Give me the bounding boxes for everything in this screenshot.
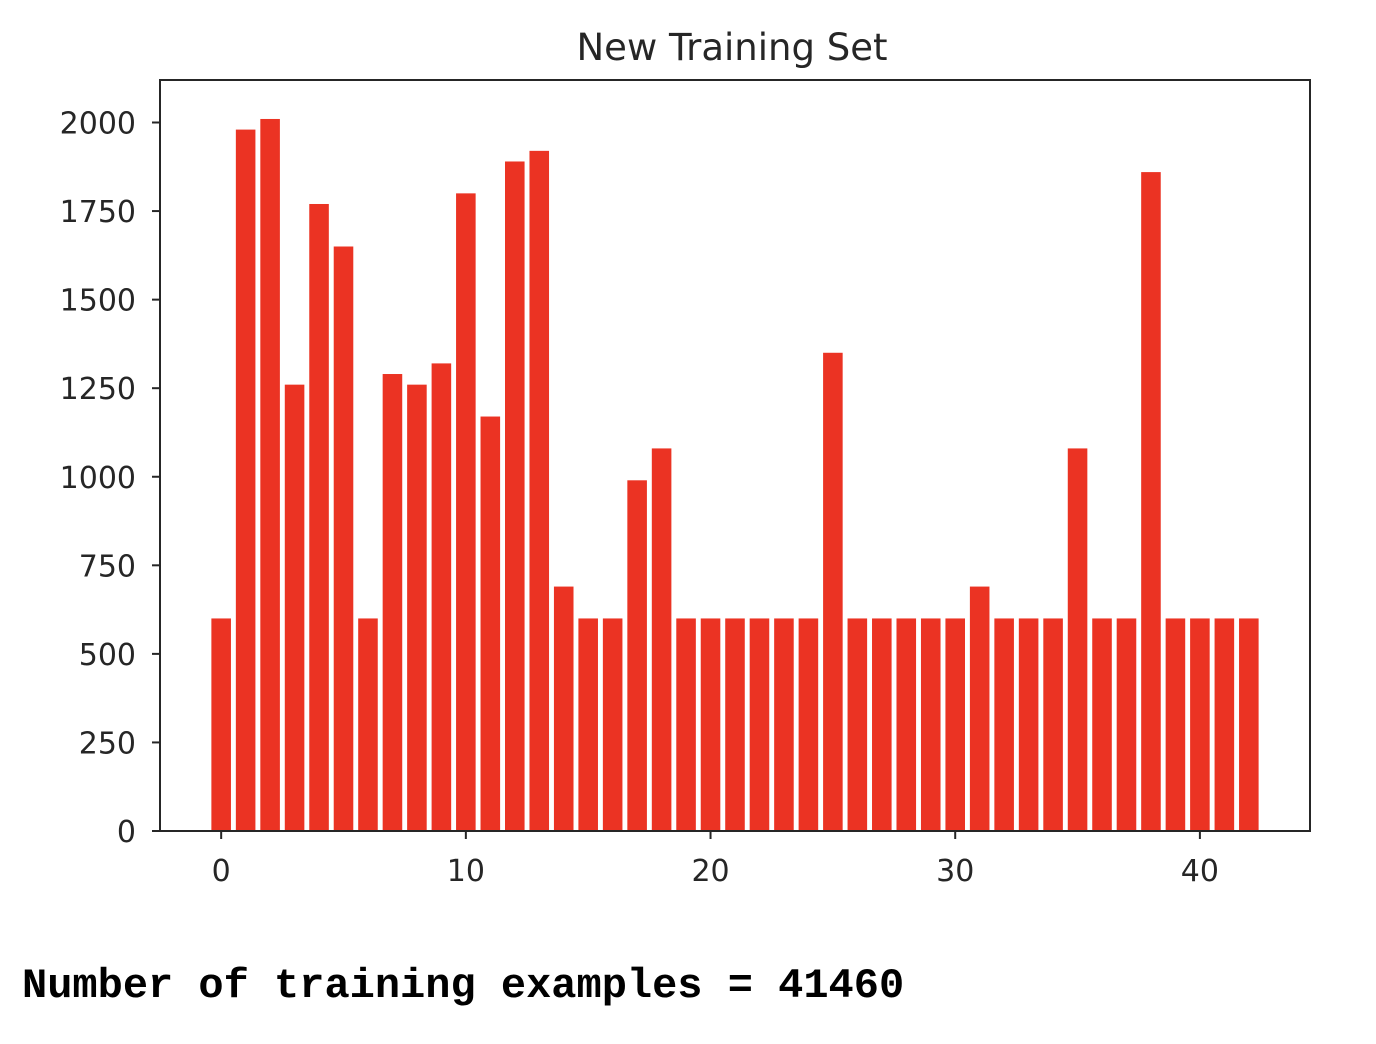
bar-9 (431, 363, 452, 831)
y-tick-label-1750: 1750 (60, 195, 136, 230)
bar-0 (211, 618, 231, 831)
bar-11 (480, 416, 501, 831)
bar-33 (1018, 618, 1039, 831)
x-tick-label-10: 10 (447, 854, 485, 889)
x-tick-label-30: 30 (936, 854, 974, 889)
bar-41 (1214, 618, 1235, 831)
x-axis-ticks: 0 10 20 30 40 (212, 831, 1219, 889)
bar-37 (1116, 618, 1137, 831)
bar-39 (1165, 618, 1186, 831)
bar-23 (774, 618, 794, 831)
bar-16 (602, 618, 623, 831)
bar-7 (382, 374, 403, 831)
bar-38 (1141, 172, 1161, 832)
x-tick-label-20: 20 (691, 854, 729, 889)
x-tick-label-40: 40 (1181, 854, 1219, 889)
bar-10 (456, 193, 476, 832)
bar-32 (994, 618, 1014, 831)
bar-18 (651, 448, 672, 831)
x-tick-label-0: 0 (212, 854, 231, 889)
bar-15 (578, 618, 598, 831)
bar-12 (505, 161, 525, 832)
bar-40 (1190, 618, 1210, 831)
y-axis-ticks: 0 250 500 750 1000 1250 1500 1750 2000 (60, 107, 160, 850)
bar-6 (358, 618, 378, 831)
bar-31 (969, 586, 990, 831)
plot-frame (159, 79, 1311, 832)
bar-24 (798, 618, 819, 831)
chart-title: New Training Set (577, 26, 888, 69)
bar-28 (896, 618, 917, 831)
bar-8 (407, 384, 427, 831)
bar-19 (676, 618, 696, 831)
y-tick-label-1000: 1000 (60, 461, 136, 496)
bar-20 (700, 618, 721, 831)
bar-27 (872, 618, 892, 831)
bar-13 (529, 150, 550, 832)
bars-group (211, 118, 1259, 832)
bar-34 (1043, 618, 1063, 831)
y-tick-label-500: 500 (79, 638, 136, 673)
y-tick-label-1250: 1250 (60, 372, 136, 407)
y-tick-label-250: 250 (79, 726, 136, 761)
bar-17 (627, 480, 647, 831)
y-tick-label-1500: 1500 (60, 284, 136, 319)
y-tick-label-750: 750 (79, 549, 136, 584)
bar-25 (823, 352, 843, 831)
bar-26 (847, 618, 868, 831)
bar-30 (945, 618, 965, 831)
bar-4 (309, 203, 329, 832)
bar-chart: New Training Set 0 250 500 750 1000 1250 1500 1… (60, 26, 1311, 889)
bar-14 (553, 586, 574, 831)
bar-2 (260, 118, 280, 832)
bar-42 (1239, 618, 1259, 831)
bar-21 (725, 618, 745, 831)
bar-22 (749, 618, 770, 831)
y-tick-label-2000: 2000 (60, 107, 136, 142)
bar-1 (235, 129, 256, 832)
bar-35 (1067, 448, 1088, 831)
bar-3 (284, 384, 305, 831)
bar-29 (920, 618, 941, 831)
bar-5 (333, 246, 354, 831)
bar-36 (1092, 618, 1112, 831)
y-tick-label-0: 0 (117, 815, 136, 850)
training-count-caption: Number of training examples = 41460 (22, 962, 905, 1010)
